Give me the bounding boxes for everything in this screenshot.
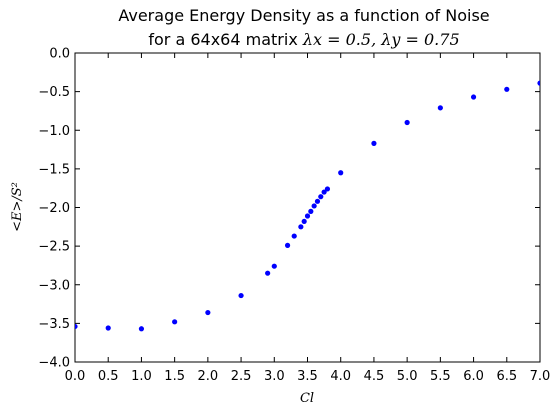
x-tick-label: 0.5 bbox=[98, 369, 119, 384]
data-point bbox=[308, 208, 314, 214]
chart-title-line2-math: λx = 0.5, λy = 0.75 bbox=[302, 30, 460, 49]
data-points bbox=[75, 80, 540, 332]
data-point bbox=[470, 94, 477, 100]
data-point bbox=[284, 242, 291, 248]
chart-title-line1: Average Energy Density as a function of … bbox=[118, 6, 489, 25]
data-point bbox=[205, 309, 211, 316]
data-point bbox=[318, 194, 324, 200]
data-point bbox=[138, 326, 145, 332]
y-tick-label: −3.5 bbox=[38, 317, 70, 332]
x-tick-label: 3.0 bbox=[264, 369, 285, 384]
data-point bbox=[105, 325, 111, 331]
data-point bbox=[338, 170, 344, 176]
data-point bbox=[301, 218, 307, 225]
y-tick-label: −3.0 bbox=[38, 278, 70, 293]
y-tick-label: −2.0 bbox=[38, 201, 70, 216]
data-point bbox=[291, 233, 297, 239]
plot-area bbox=[74, 52, 541, 363]
data-point bbox=[321, 189, 327, 195]
data-point bbox=[504, 86, 510, 92]
x-tick-label: 6.0 bbox=[463, 369, 484, 384]
x-tick-label: 1.5 bbox=[164, 369, 185, 384]
data-point bbox=[75, 323, 78, 330]
x-tick-label: 2.5 bbox=[231, 369, 252, 384]
data-point bbox=[371, 140, 377, 146]
x-tick-label: 1.0 bbox=[131, 369, 152, 384]
data-point bbox=[314, 198, 321, 204]
data-point bbox=[238, 292, 244, 299]
data-point bbox=[311, 203, 317, 209]
x-tick-label: 2.0 bbox=[198, 369, 219, 384]
y-tick-label: −2.5 bbox=[38, 240, 70, 255]
data-point bbox=[271, 263, 277, 269]
x-tick-label: 0.0 bbox=[65, 369, 86, 384]
data-point bbox=[537, 80, 540, 86]
data-point bbox=[404, 119, 410, 126]
y-tick-label: −4.0 bbox=[38, 356, 70, 371]
x-tick-label: 6.5 bbox=[496, 369, 517, 384]
x-tick-label: 4.5 bbox=[364, 369, 385, 384]
x-axis-label: Cl bbox=[300, 391, 314, 406]
y-axis-label: <E>/S² bbox=[10, 182, 25, 232]
x-tick-label: 4.0 bbox=[330, 369, 351, 384]
y-tick-label: −1.0 bbox=[38, 124, 70, 139]
x-tick-label: 7.0 bbox=[530, 369, 551, 384]
y-tick-label: −0.5 bbox=[38, 85, 70, 100]
data-point bbox=[437, 105, 443, 111]
ticks: 0.0 0.5 1.0 1.5 2.0 2.5 3.0 3.5 4.0 4.5 5.0 5.5 6.0 6… bbox=[38, 47, 550, 385]
x-tick-label: 5.5 bbox=[430, 369, 451, 384]
y-tick-label: 0.0 bbox=[49, 47, 70, 62]
data-point bbox=[298, 224, 304, 230]
chart-title-line2: for a 64x64 matrix λx = 0.5, λy = 0.75 bbox=[148, 30, 459, 49]
x-tick-label: 5.0 bbox=[397, 369, 418, 384]
chart-title-line2-prefix: for a 64x64 matrix bbox=[148, 30, 303, 49]
data-point bbox=[304, 213, 311, 219]
x-tick-label: 3.5 bbox=[297, 369, 318, 384]
data-point bbox=[265, 270, 271, 276]
data-point bbox=[324, 186, 331, 192]
y-tick-label: −1.5 bbox=[38, 162, 70, 177]
data-point bbox=[172, 319, 178, 325]
